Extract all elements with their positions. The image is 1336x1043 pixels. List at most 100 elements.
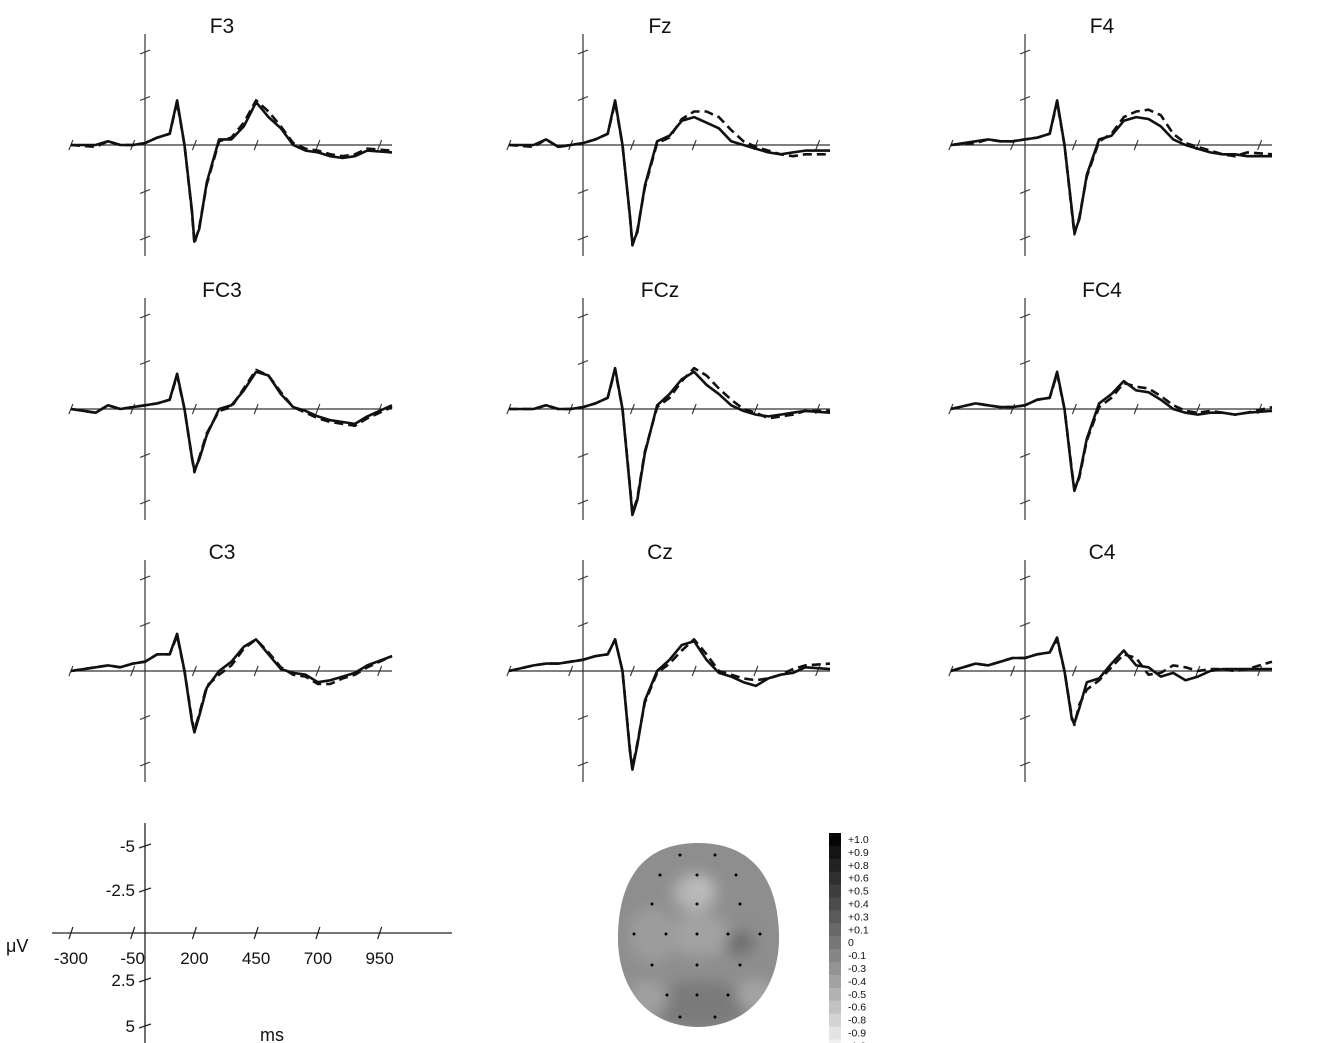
y-unit-label: μV [6, 936, 28, 956]
erp-panel-f3: F3 [68, 15, 393, 256]
electrode-dot [658, 873, 662, 877]
x-tick [568, 665, 574, 677]
waveform-dashed [70, 634, 393, 732]
y-tick [577, 188, 589, 195]
electrode-dot [734, 873, 738, 877]
x-tick [1257, 139, 1263, 151]
x-tick [1071, 139, 1077, 151]
electrode-dot [695, 963, 699, 967]
x-tick [691, 665, 697, 677]
y-tick [577, 714, 589, 721]
y-tick [139, 575, 151, 581]
colorbar-swatch [829, 833, 841, 847]
y-tick [1019, 575, 1031, 581]
waveform-dashed [950, 638, 1273, 727]
colorbar-swatch [829, 1013, 841, 1027]
erp-panel-f4: F4 [948, 15, 1273, 256]
scale-y-tick-label: -5 [120, 837, 135, 856]
scalp-topography-map [617, 843, 780, 1027]
y-tick [577, 452, 589, 459]
panel-title: FCz [641, 279, 680, 302]
erp-panel-fc3: FC3 [68, 279, 393, 520]
waveform-dashed [950, 372, 1273, 491]
colorbar-label: -1.0 [848, 1040, 866, 1043]
panel-title: F4 [1090, 15, 1115, 38]
panel-title: Fz [648, 15, 671, 38]
y-tick [139, 621, 151, 628]
x-tick [253, 665, 259, 677]
scale-x-tick [315, 926, 321, 940]
colorbar-swatch [829, 923, 841, 937]
colorbar-swatch [829, 897, 841, 911]
colorbar-label: +0.5 [848, 886, 869, 898]
colorbar-swatch [829, 845, 841, 860]
x-tick [253, 139, 259, 151]
colorbar-swatch [829, 871, 841, 885]
colorbar-swatch [829, 858, 841, 873]
y-tick [1019, 49, 1031, 55]
waveform-solid [508, 366, 831, 517]
waveform-solid [70, 370, 393, 472]
scale-y-tick [138, 843, 152, 849]
y-tick [577, 359, 589, 366]
electrode-dot [664, 932, 668, 936]
scale-x-tick [68, 926, 74, 940]
x-tick [629, 139, 635, 151]
waveform-dashed [950, 100, 1273, 236]
electrode-dot [713, 1015, 717, 1019]
y-tick [139, 313, 151, 319]
scale-x-tick [130, 926, 136, 940]
colorbar-label: +0.9 [848, 847, 869, 859]
y-tick [577, 49, 589, 55]
waveform-solid [950, 370, 1273, 493]
colorbar-label: +0.3 [848, 911, 869, 923]
scale-x-tick-label: 950 [365, 949, 393, 968]
colorbar-swatch [829, 1039, 841, 1043]
x-tick [629, 665, 635, 677]
y-tick [1019, 714, 1031, 721]
waveform-solid [70, 632, 393, 734]
colorbar-label: -0.6 [848, 1002, 866, 1014]
x-tick [1257, 665, 1263, 677]
y-tick [577, 621, 589, 628]
panel-title: F3 [210, 15, 235, 38]
electrode-dot [726, 993, 730, 997]
colorbar-swatch [829, 962, 841, 976]
electrode-dot [695, 902, 699, 906]
scale-y-tick-label: 5 [126, 1017, 135, 1036]
x-tick [815, 139, 821, 151]
x-tick [315, 139, 321, 151]
electrode-dot [695, 993, 699, 997]
x-tick [377, 665, 383, 677]
colorbar-label: -0.3 [848, 963, 866, 975]
electrode-dots [632, 853, 762, 1019]
y-tick [577, 499, 589, 505]
erp-panel-cz: Cz [506, 541, 831, 782]
colorbar-swatch [829, 910, 841, 924]
colorbar-label: -0.1 [848, 950, 866, 962]
y-tick [577, 313, 589, 319]
scale-y-tick-label: 2.5 [111, 971, 135, 990]
colorbar-swatch [829, 974, 841, 989]
y-tick [1019, 452, 1031, 459]
x-tick [191, 139, 197, 151]
x-tick [1010, 665, 1016, 677]
y-tick [1019, 359, 1031, 366]
scale-x-tick-label: 200 [180, 949, 208, 968]
colorbar-label: +0.1 [848, 924, 869, 936]
y-tick [1019, 761, 1031, 767]
electrode-dot [632, 932, 636, 936]
y-tick [139, 235, 151, 241]
electrode-dot [758, 932, 762, 936]
colorbar-label: -0.8 [848, 1015, 866, 1027]
y-tick [139, 761, 151, 767]
scale-y-tick [138, 887, 152, 893]
x-tick [315, 665, 321, 677]
waveform-solid [950, 636, 1272, 725]
colorbar: +1.0+0.9+0.8+0.6+0.5+0.4+0.3+0.10-0.1-0.… [829, 833, 869, 1043]
colorbar-swatch [829, 949, 841, 963]
y-tick [1019, 621, 1031, 628]
panel-title: FC4 [1082, 279, 1122, 302]
topography-shading [628, 873, 773, 1027]
scale-ticks: -5 -2.5 2.5 5 -300 -50 200 450 700 950 [54, 837, 394, 1036]
